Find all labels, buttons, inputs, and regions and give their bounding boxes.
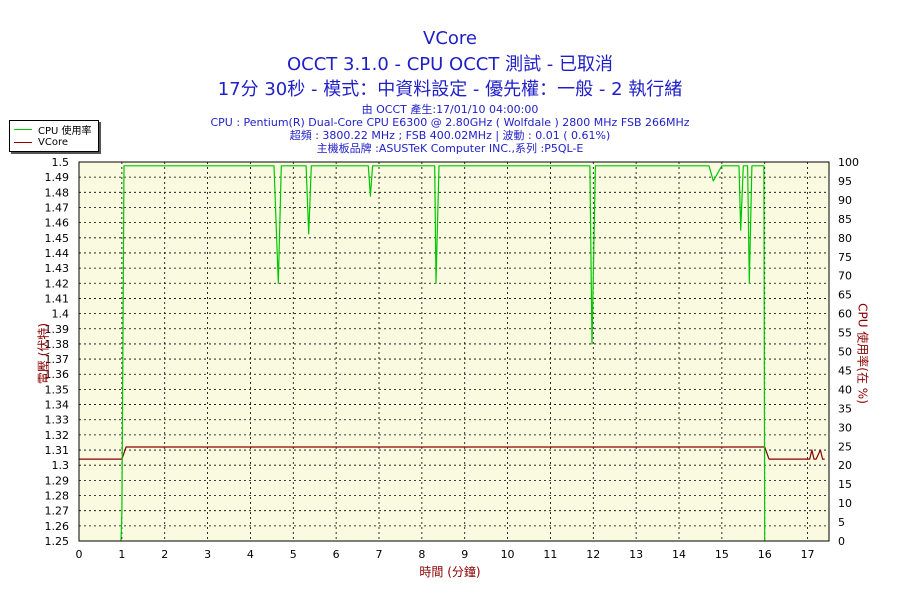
y2-tick-label: 65 bbox=[838, 289, 852, 302]
x-tick-label: 6 bbox=[333, 548, 340, 561]
y2-tick-label: 5 bbox=[838, 516, 845, 529]
y2-tick-label: 90 bbox=[838, 194, 852, 207]
y2-tick-label: 35 bbox=[838, 402, 852, 415]
y2-tick-label: 60 bbox=[838, 308, 852, 321]
x-tick-label: 2 bbox=[161, 548, 168, 561]
x-tick-label: 13 bbox=[629, 548, 643, 561]
y-tick-label: 1.35 bbox=[45, 383, 70, 396]
x-tick-label: 3 bbox=[204, 548, 211, 561]
x-tick-label: 9 bbox=[461, 548, 468, 561]
y2-tick-label: 25 bbox=[838, 440, 852, 453]
x-tick-label: 5 bbox=[290, 548, 297, 561]
y-tick-label: 1.28 bbox=[45, 490, 70, 503]
y2-tick-label: 15 bbox=[838, 478, 852, 491]
x-tick-label: 1 bbox=[118, 548, 125, 561]
legend-label-vcore: VCore bbox=[38, 137, 68, 148]
y-tick-label: 1.38 bbox=[45, 338, 70, 351]
y2-tick-label: 10 bbox=[838, 497, 852, 510]
y2-tick-label: 85 bbox=[838, 213, 852, 226]
y-tick-label: 1.31 bbox=[45, 444, 70, 457]
x-axis-title: 時間 (分鐘) bbox=[419, 565, 481, 579]
y2-tick-label: 50 bbox=[838, 346, 852, 359]
y-tick-label: 1.3 bbox=[52, 459, 70, 472]
motherboard-info: 主機板品牌 :ASUSTeK Computer INC.,系列 :P5QL-E bbox=[316, 142, 584, 155]
y-tick-label: 1.32 bbox=[45, 429, 70, 442]
y-tick-label: 1.45 bbox=[45, 232, 70, 245]
y-tick-label: 1.41 bbox=[45, 292, 70, 305]
y-tick-label: 1.26 bbox=[45, 520, 70, 533]
legend-swatch-vcore bbox=[14, 142, 32, 143]
x-tick-label: 7 bbox=[376, 548, 383, 561]
x-tick-label: 16 bbox=[758, 548, 772, 561]
legend-item-cpu: CPU 使用率 bbox=[14, 123, 92, 137]
y2-tick-label: 45 bbox=[838, 364, 852, 377]
legend-swatch-cpu bbox=[14, 129, 32, 130]
cpu-usage-line bbox=[120, 165, 766, 542]
y-tick-label: 1.5 bbox=[52, 156, 70, 169]
chart-legend: CPU 使用率 VCore bbox=[9, 120, 99, 152]
y-tick-label: 1.33 bbox=[45, 414, 70, 427]
x-tick-label: 8 bbox=[418, 548, 425, 561]
y2-tick-label: 80 bbox=[838, 232, 852, 245]
x-tick-label: 11 bbox=[543, 548, 557, 561]
x-tick-label: 15 bbox=[715, 548, 729, 561]
y2-tick-label: 75 bbox=[838, 251, 852, 264]
generated-by-info: 由 OCCT 產生:17/01/10 04:00:00 bbox=[361, 103, 539, 116]
y2-tick-label: 20 bbox=[838, 459, 852, 472]
y2-tick-label: 95 bbox=[838, 175, 852, 188]
y-tick-label: 1.47 bbox=[45, 201, 70, 214]
overclock-info: 超頻 : 3800.22 MHz ; FSB 400.02MHz | 波動 : … bbox=[289, 129, 611, 142]
y-tick-label: 1.42 bbox=[45, 277, 70, 290]
legend-item-vcore: VCore bbox=[14, 136, 68, 149]
x-tick-label: 14 bbox=[672, 548, 686, 561]
y-tick-label: 1.37 bbox=[45, 353, 70, 366]
y2-tick-label: 55 bbox=[838, 327, 852, 340]
y-axis-title-cpu-usage: CPU 使用率(在 %) bbox=[855, 303, 870, 404]
vcore-line bbox=[79, 446, 825, 460]
x-tick-label: 0 bbox=[76, 548, 83, 561]
y2-tick-label: 40 bbox=[838, 383, 852, 396]
axis-labels: 0 1 2 3 4 5 6 7 8 9 10 11 12 13 14 15 16 171.251.261.271.… bbox=[45, 156, 860, 561]
y-tick-label: 1.29 bbox=[45, 474, 70, 487]
plot-area bbox=[79, 162, 829, 541]
chart-title: VCore bbox=[423, 28, 477, 49]
y2-tick-label: 100 bbox=[838, 156, 859, 169]
x-tick-label: 12 bbox=[586, 548, 600, 561]
x-tick-label: 10 bbox=[501, 548, 515, 561]
cpu-info: CPU : Pentium(R) Dual-Core CPU E6300 @ 2… bbox=[210, 116, 690, 129]
chart-subtitle-test-status: OCCT 3.1.0 - CPU OCCT 測試 - 已取消 bbox=[286, 54, 614, 75]
y-tick-label: 1.36 bbox=[45, 368, 70, 381]
y-tick-label: 1.44 bbox=[45, 247, 70, 260]
y-tick-label: 1.46 bbox=[45, 217, 70, 230]
y-tick-label: 1.49 bbox=[45, 171, 70, 184]
series-layer bbox=[79, 165, 825, 542]
y-tick-label: 1.4 bbox=[52, 308, 70, 321]
y2-tick-label: 30 bbox=[838, 421, 852, 434]
y-tick-label: 1.43 bbox=[45, 262, 70, 275]
y-tick-label: 1.34 bbox=[45, 399, 70, 412]
chart-subtitle-test-mode: 17分 30秒 - 模式：中資料設定 - 優先權：一般 - 2 執行緒 bbox=[217, 79, 683, 100]
x-tick-label: 4 bbox=[247, 548, 254, 561]
plot-border bbox=[78, 161, 830, 542]
x-tick-label: 17 bbox=[801, 548, 815, 561]
y2-tick-label: 0 bbox=[838, 535, 845, 548]
y-tick-label: 1.25 bbox=[45, 535, 70, 548]
y2-tick-label: 70 bbox=[838, 270, 852, 283]
y-tick-label: 1.48 bbox=[45, 186, 70, 199]
y-tick-label: 1.27 bbox=[45, 505, 70, 518]
y-tick-label: 1.39 bbox=[45, 323, 70, 336]
legend-label-cpu: CPU 使用率 bbox=[38, 126, 92, 137]
y-axis-title-voltage: 電壓 (伏特) bbox=[36, 322, 51, 385]
